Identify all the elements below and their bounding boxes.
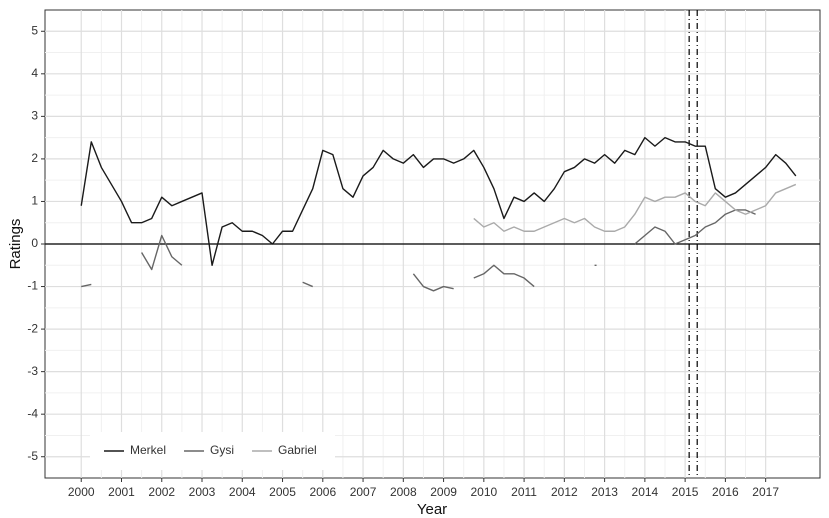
x-tick-label: 2013: [591, 485, 618, 499]
y-tick-label: 0: [31, 236, 38, 250]
x-tick-label: 2015: [672, 485, 699, 499]
x-tick-label: 2011: [511, 485, 537, 499]
x-tick-label: 2017: [752, 485, 779, 499]
x-tick-label: 2012: [551, 485, 578, 499]
y-tick-label: -4: [27, 406, 38, 420]
y-axis-title: Ratings: [7, 219, 24, 270]
x-axis-title: Year: [417, 501, 447, 518]
series-line: [81, 209, 756, 292]
y-tick-label: 4: [31, 66, 38, 80]
x-tick-label: 2003: [189, 485, 216, 499]
x-tick-label: 2008: [390, 485, 417, 499]
x-tick-label: 2005: [269, 485, 296, 499]
x-tick-label: 2001: [108, 485, 135, 499]
x-tick-label: 2004: [229, 485, 256, 499]
x-tick-label: 2002: [148, 485, 175, 499]
x-tick-label: 2006: [309, 485, 336, 499]
y-tick-label: 1: [31, 194, 38, 208]
series-line: [473, 183, 797, 232]
x-tick-label: 2007: [350, 485, 377, 499]
series-line: [80, 136, 797, 266]
legend-label: Merkel: [130, 443, 166, 457]
y-tick-label: -3: [27, 364, 38, 378]
y-tick-label: 5: [31, 23, 38, 37]
legend-label: Gabriel: [278, 443, 317, 457]
legend: Merkel Gysi Gabriel: [90, 432, 335, 470]
x-tick-label: 2000: [68, 485, 95, 499]
y-tick-label: -1: [27, 279, 38, 293]
x-tick-label: 2016: [712, 485, 739, 499]
legend-box: [90, 432, 335, 470]
legend-label: Gysi: [210, 443, 234, 457]
x-tick-label: 2014: [632, 485, 659, 499]
y-tick-label: -2: [27, 321, 38, 335]
y-tick-label: 2: [31, 151, 38, 165]
y-tick-label: 3: [31, 109, 38, 123]
x-tick-label: 2009: [430, 485, 457, 499]
y-tick-label: -5: [27, 449, 38, 463]
x-tick-label: 2010: [470, 485, 497, 499]
